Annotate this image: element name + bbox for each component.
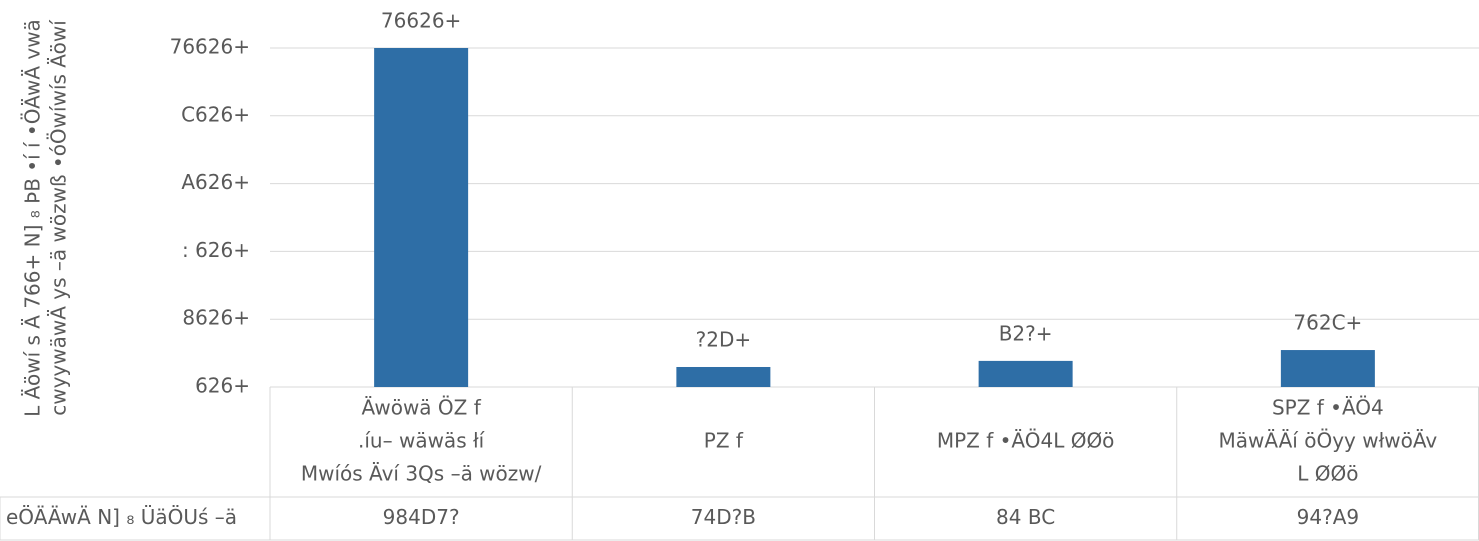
x-tick-label: MPZ f •ÄÖ4L ØØö [937,429,1115,453]
table-cell: 74D?B [691,505,756,529]
y-axis-title: cwyywäwÄ ys –ä wözwß •óÖwíwís Äöwí [47,19,71,416]
bar [374,48,469,387]
x-tick-label: .íu– wäwäs łí [358,429,486,453]
x-tick-label: MäwÄÄí öÖyy włwöÄv [1219,429,1438,453]
data-label: ?2D+ [696,327,752,351]
y-tick-label: A626+ [181,170,250,194]
x-tick-label: Mwíós Äví 3Qs –ä wözw/ [301,462,542,486]
table-cell: 84 BC [996,505,1055,529]
data-label: 762C+ [1293,311,1362,335]
y-tick-label: 626+ [195,374,250,398]
bar [1280,350,1375,387]
y-tick-label: 8626+ [182,306,250,330]
y-tick-label: C626+ [181,102,250,126]
x-tick-label: PZ f [704,429,744,453]
bar [978,360,1073,387]
table-row-label: eÖÄÄwÄ N] ₈ ÜäÖUś –ä [6,505,237,529]
x-tick-label: L ØØö [1297,462,1358,486]
y-tick-label: 76626+ [170,35,250,59]
table-cell: 94?A9 [1297,505,1359,529]
x-tick-label: Äwöwä ÖZ f [361,396,481,420]
table-cell: 984D7? [383,505,460,529]
data-label: B2?+ [999,321,1053,345]
data-label: 76626+ [381,9,461,33]
y-axis-title: L Äöwí s Ä 766+ N] ₈ ÞB •í í •ÖÄwÄ vwä [21,19,45,417]
x-tick-label: SPZ f •ÄÖ4 [1272,396,1384,420]
y-tick-label: : 626+ [182,238,250,262]
bar [676,366,771,387]
